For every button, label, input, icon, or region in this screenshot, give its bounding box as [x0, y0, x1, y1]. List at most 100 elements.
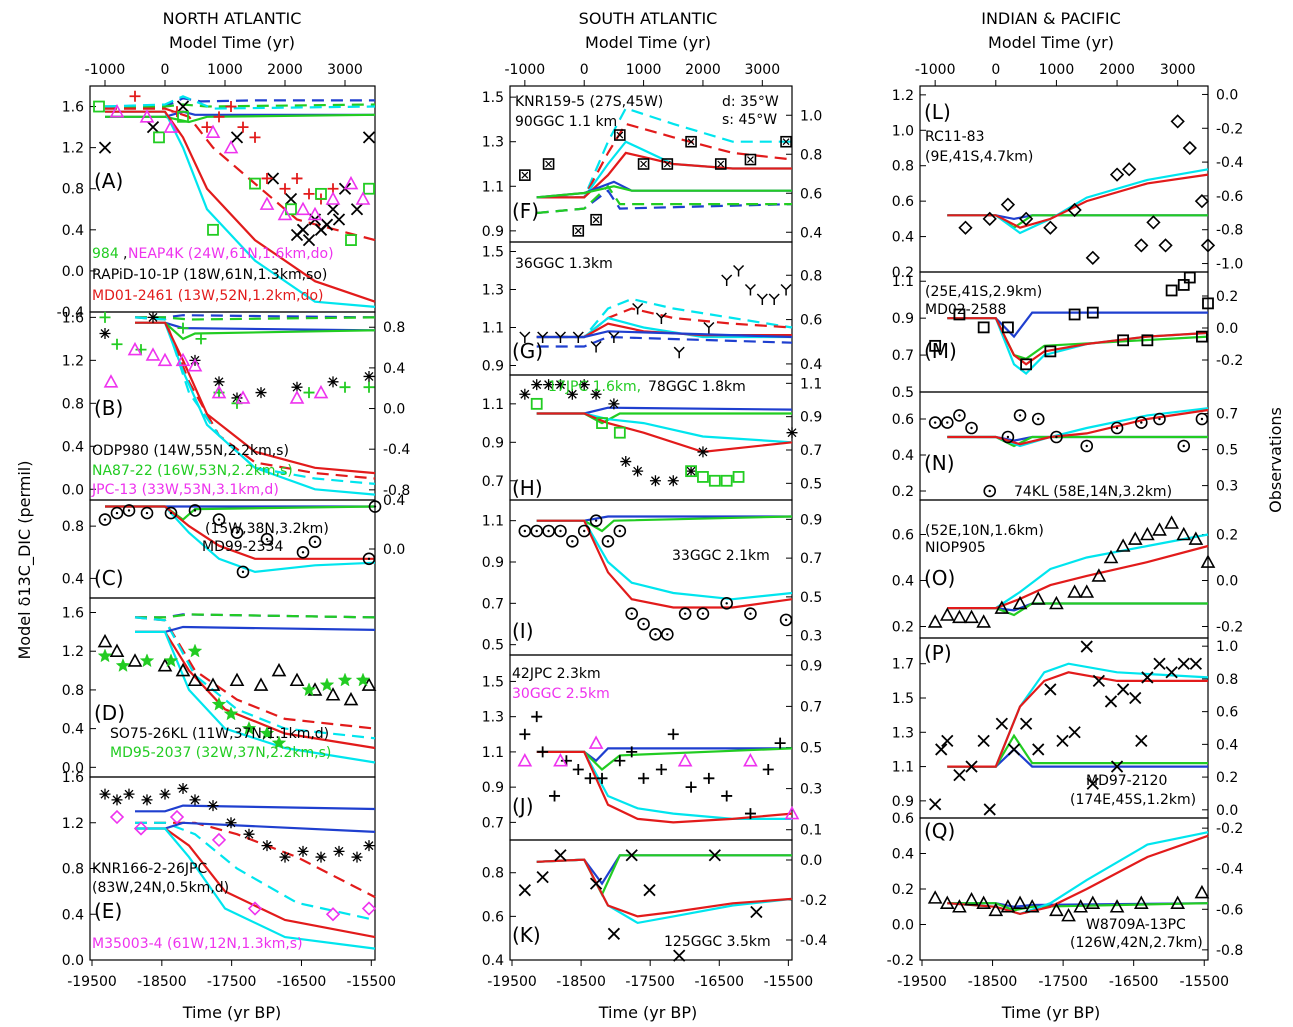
triangle-marker — [103, 374, 119, 388]
x-marker — [953, 769, 966, 782]
panel-L: 1.2 1.0 0.8 0.6 0.4 0.2 0.0 -0.2 -0.4 -0.6 -0.8 -1.… — [892, 85, 1243, 281]
right-tick-label: 0.2 — [1216, 289, 1238, 305]
left-tick-label: 1.2 — [62, 816, 84, 832]
diamond-marker — [1134, 238, 1149, 253]
left-tick-label: 1.1 — [892, 274, 914, 290]
circle-marker — [98, 513, 112, 526]
triangle-marker — [1000, 899, 1016, 913]
top-tick-label: 0 — [580, 62, 589, 78]
diamond-marker — [325, 907, 341, 922]
square-x-marker — [519, 169, 531, 181]
x-marker — [607, 927, 621, 940]
asterisk-marker — [351, 851, 363, 863]
circle-marker — [601, 535, 615, 548]
circle-marker-dot — [1006, 435, 1010, 439]
left-tick-label: 1.0 — [892, 123, 914, 139]
star-marker — [211, 696, 227, 711]
x-marker — [536, 870, 549, 884]
square-marker — [1020, 358, 1033, 371]
core-label: JPC-13 (33W,53N,3.1km,d) — [91, 482, 279, 498]
x-marker — [554, 849, 567, 862]
y-marker — [590, 340, 602, 353]
x-marker — [1044, 683, 1057, 696]
diamond-marker — [958, 220, 973, 235]
left-tick-label: 0.6 — [892, 194, 914, 210]
right-tick-label: 0.2 — [1216, 528, 1238, 544]
square-x-marker-cross — [717, 160, 725, 168]
circle-marker-dot — [559, 529, 562, 533]
plus-marker — [703, 772, 715, 784]
y-marker — [655, 312, 667, 324]
left-tick-label: 1.1 — [482, 179, 504, 195]
triangle-marker — [295, 201, 311, 216]
circle-marker — [1031, 412, 1045, 426]
panel-O: 0.6 0.4 0.2 0.2 0.0 -0.2 (O) (52E,10N,1.6km)NIO… — [892, 499, 1243, 639]
square-x-marker — [685, 135, 697, 148]
left-tick-label: 0.0 — [62, 760, 84, 776]
square-x-marker-cross — [687, 138, 695, 146]
bottom-tick-label: -18500 — [137, 974, 187, 990]
bottom-tick-label: -15500 — [764, 974, 814, 990]
right-tick-label: 0.3 — [1216, 479, 1238, 495]
left-tick-label: 1.2 — [62, 141, 84, 157]
right-tick-label: -0.6 — [1216, 189, 1243, 205]
core-label: NEAP4K (24W,61N,1.6km,do) — [128, 246, 334, 262]
circle-marker — [230, 526, 244, 539]
triangle-marker — [355, 191, 371, 205]
model-line — [135, 321, 376, 475]
core-label: M35003-4 (61W,12N,1.3km,s) — [92, 936, 303, 952]
y-marker — [721, 274, 733, 286]
right-tick-label: 0.5 — [1216, 443, 1238, 459]
left-tick-label: 0.7 — [482, 474, 504, 490]
panel-letter: (O) — [924, 566, 955, 590]
circle-marker — [1153, 412, 1166, 426]
circle-marker — [649, 628, 662, 641]
star-marker — [139, 653, 155, 668]
diamond-marker — [169, 809, 185, 825]
circle-marker-dot — [988, 489, 991, 493]
top-tick-label: 0 — [991, 62, 1000, 78]
left-tick-label: 1.3 — [482, 283, 504, 299]
y-marker — [703, 321, 715, 334]
x-marker — [350, 203, 364, 216]
triangle-marker — [1012, 895, 1028, 909]
asterisk-marker — [213, 376, 225, 388]
star-marker — [223, 706, 239, 721]
panel-J: 1.5 1.3 1.1 0.9 0.7 0.9 0.7 0.5 0.3 0.1 (J) 42JPC 2… — [482, 654, 822, 841]
right-tick-label: 0.0 — [1216, 321, 1238, 337]
plus-marker — [129, 90, 141, 102]
right-tick-label: 0.5 — [800, 590, 822, 606]
triangle-marker — [1049, 902, 1064, 917]
triangle-marker — [952, 609, 967, 624]
plus-marker — [249, 131, 261, 143]
asterisk-marker — [279, 851, 291, 863]
triangle-marker — [1079, 584, 1095, 598]
panel-M: 1.1 0.9 0.7 0.5 0.2 0.0 -0.2 (M) (25E,41S,2.9km)… — [892, 271, 1243, 401]
triangle-marker — [952, 899, 967, 913]
right-tick-label: 0.9 — [800, 658, 822, 674]
triangle-marker — [588, 735, 604, 749]
asterisk-marker — [243, 828, 255, 840]
model-line — [135, 625, 376, 633]
asterisk-marker — [297, 845, 309, 857]
right-tick-label: -0.2 — [1216, 620, 1243, 636]
panel-A: 1.6 1.2 0.8 0.4 0.0 -0.4 (A) 984, NEAP4K (24W,61… — [57, 85, 376, 321]
square-x-marker — [590, 213, 602, 226]
x-marker — [290, 228, 304, 242]
circle-marker — [1050, 430, 1063, 444]
plus-marker — [279, 183, 291, 195]
circle-marker — [1135, 416, 1148, 429]
circle-marker-dot — [265, 538, 269, 541]
right-tick-label: 0.8 — [800, 147, 822, 163]
model-line — [536, 151, 792, 199]
square-marker — [1196, 330, 1208, 343]
asterisk-marker — [578, 379, 590, 391]
triangle-marker — [976, 895, 992, 909]
right-tick-label: -0.8 — [1216, 223, 1243, 239]
top-tick-label: 3000 — [744, 62, 780, 78]
core-label: 984 — [92, 246, 119, 262]
left-tick-label: 0.8 — [62, 396, 84, 412]
right-tick-label: 0.6 — [1216, 705, 1238, 721]
core-label: (174E,45S,1.2km) — [1070, 792, 1196, 808]
y-marker — [632, 302, 644, 315]
